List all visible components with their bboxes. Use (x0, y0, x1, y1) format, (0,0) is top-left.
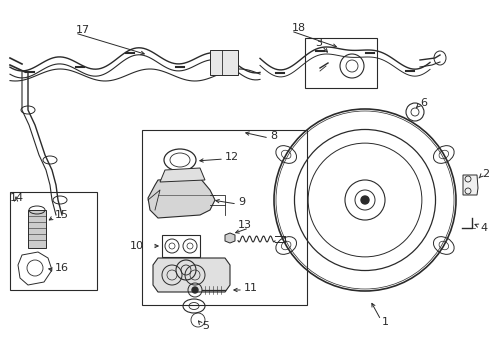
Bar (305, 38, 377, 88)
Polygon shape (463, 175, 478, 195)
Circle shape (361, 196, 369, 204)
Text: 10: 10 (130, 241, 144, 251)
Text: 9: 9 (238, 197, 245, 207)
Text: 7: 7 (192, 258, 199, 268)
Text: 16: 16 (55, 263, 69, 273)
Polygon shape (153, 258, 230, 292)
Text: 15: 15 (55, 210, 69, 220)
Bar (28, 210, 46, 248)
Polygon shape (148, 178, 215, 218)
Polygon shape (225, 233, 235, 243)
Polygon shape (160, 168, 205, 182)
Text: 2: 2 (482, 169, 489, 179)
Bar (142, 130, 307, 305)
Text: 18: 18 (292, 23, 306, 33)
Text: 12: 12 (225, 152, 239, 162)
Text: 5: 5 (202, 321, 209, 331)
Text: 11: 11 (244, 283, 258, 293)
Text: 4: 4 (480, 223, 487, 233)
Text: 1: 1 (382, 317, 389, 327)
Bar (210, 50, 238, 75)
Bar (162, 235, 200, 257)
Text: 13: 13 (238, 220, 252, 230)
Text: 3: 3 (315, 38, 322, 48)
Circle shape (192, 287, 198, 293)
Text: 14: 14 (10, 193, 24, 203)
Text: 17: 17 (76, 25, 90, 35)
Bar (10, 192, 97, 290)
Text: 6: 6 (420, 98, 427, 108)
Text: 8: 8 (270, 131, 277, 141)
